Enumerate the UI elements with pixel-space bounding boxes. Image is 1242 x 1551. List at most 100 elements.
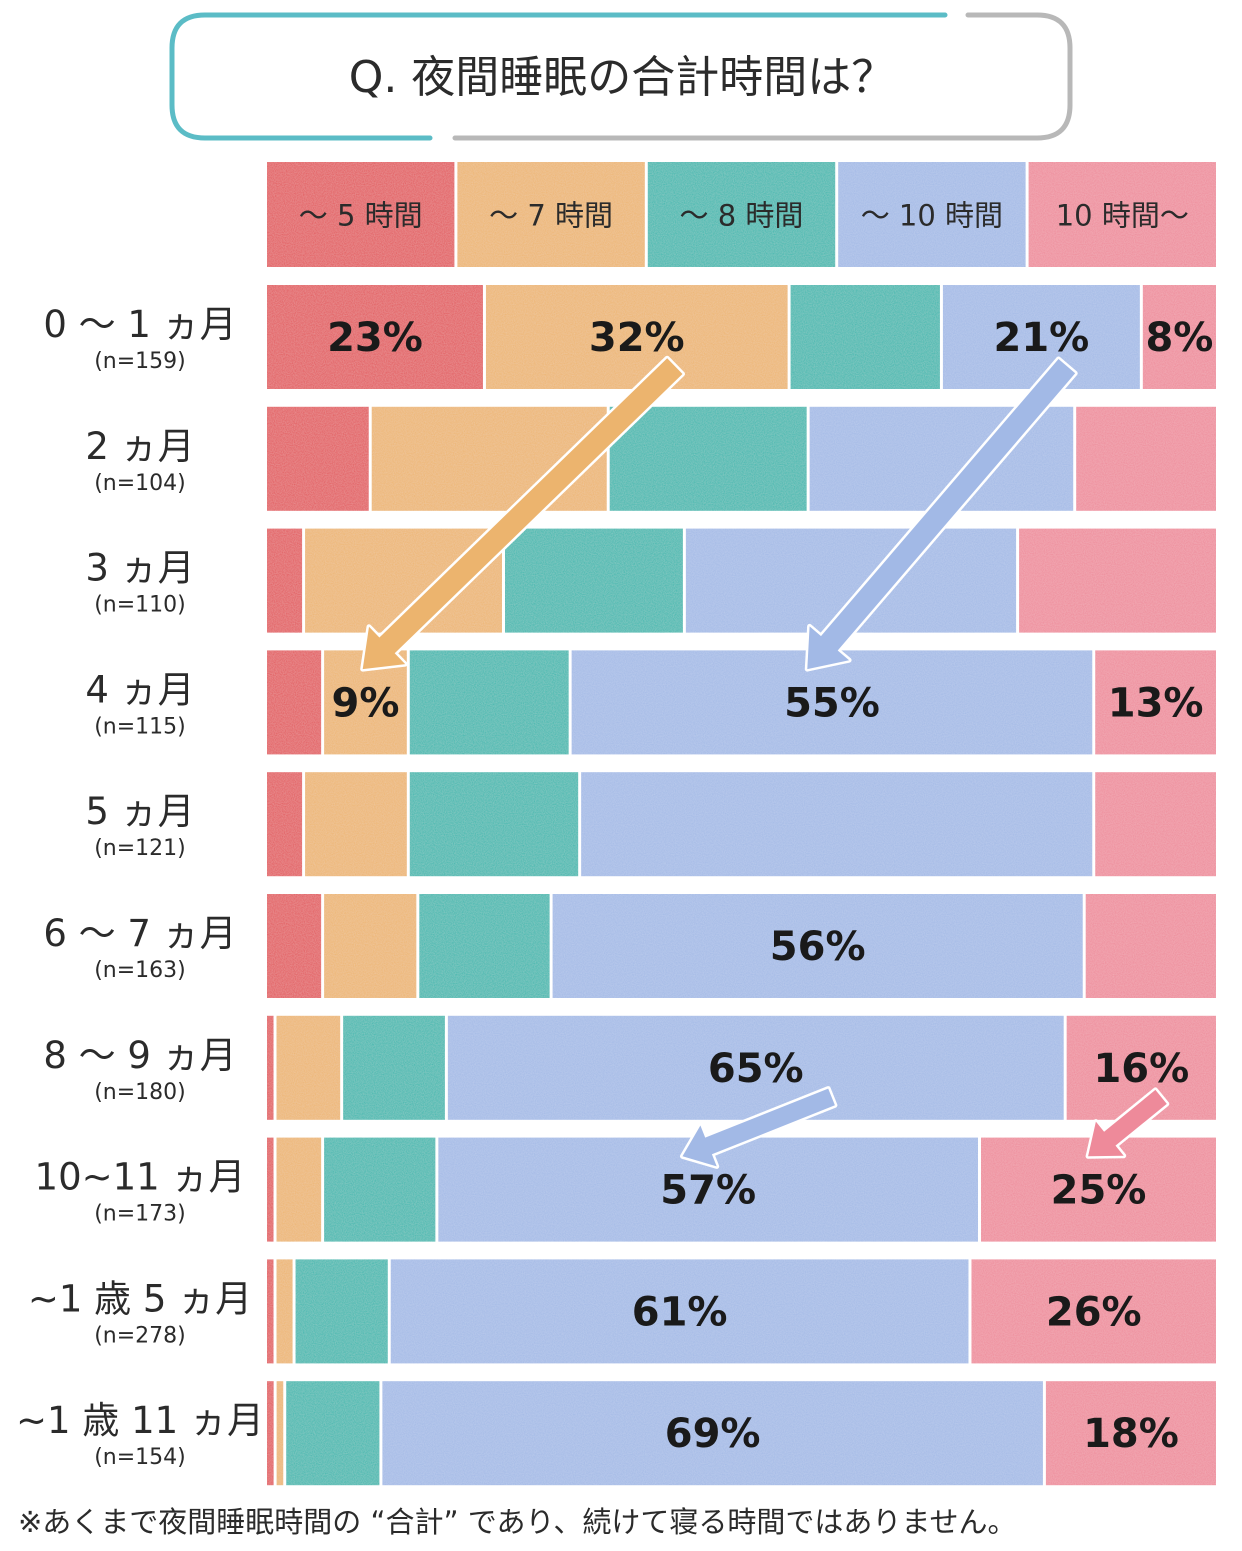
row-n-4: (n=115)	[94, 714, 186, 739]
legend-label-2: ～ 7 時間	[489, 199, 613, 233]
bar-r5-s2	[305, 772, 407, 877]
bar-r4-s1	[267, 650, 322, 755]
bar-r9-s3	[295, 1259, 388, 1364]
row-label-10: ~1 歳 11 ヵ月	[16, 1399, 264, 1442]
bar-r6-s4	[552, 894, 1083, 998]
data-label-16: 18%	[1083, 1411, 1179, 1457]
legend-swatch-4	[838, 162, 1026, 267]
bar-r1-s1	[267, 285, 483, 389]
bar-r10-s1	[267, 1381, 274, 1486]
footnote: ※あくまで夜間睡眠時間の “合計” であり、続けて寝る時間ではありません。	[18, 1505, 1016, 1539]
data-label-12: 25%	[1051, 1168, 1147, 1214]
bar-r8-s2	[276, 1137, 322, 1242]
chart-title: Q. 夜間睡眠の合計時間は？	[349, 52, 896, 103]
bar-r1-s5	[1142, 285, 1216, 389]
data-label-13: 61%	[632, 1289, 728, 1335]
data-label-10: 16%	[1093, 1046, 1189, 1092]
bar-r5-s5	[1095, 772, 1216, 877]
legend-swatch-2	[457, 162, 645, 267]
data-label-9: 65%	[708, 1046, 804, 1092]
row-n-9: (n=278)	[94, 1323, 186, 1348]
row-label-9: ~1 歳 5 ヵ月	[28, 1277, 252, 1320]
row-label-4: 4 ヵ月	[85, 668, 194, 711]
bar-r4-s5	[1095, 650, 1216, 755]
data-label-6: 55%	[784, 680, 880, 726]
data-label-3: 21%	[994, 315, 1090, 361]
legend-label-5: 10 時間～	[1056, 199, 1189, 233]
bar-r10-s5	[1045, 1381, 1216, 1486]
legend-label-1: ～ 5 時間	[299, 199, 423, 233]
bar-r7-s2	[276, 1015, 341, 1120]
row-label-5: 5 ヵ月	[85, 790, 194, 833]
trend-arrows	[360, 355, 1170, 1169]
bar-rows: 0 ～ 1 ヵ月 (n=159) 2 ヵ月 (n=104) 3 ヵ月 (n=110) 4 ヵ…	[16, 285, 1216, 1486]
data-label-11: 57%	[660, 1168, 756, 1214]
row-label-6: 6 ～ 7 ヵ月	[43, 912, 236, 955]
bar-r3-s3	[505, 528, 683, 633]
legend: ～ 5 時間 ～ 7 時間 ～ 8 時間 ～ 10 時間 10 時間～	[267, 162, 1216, 267]
bar-r5-s1	[267, 772, 303, 877]
row-label-2: 2 ヵ月	[85, 425, 194, 468]
bar-r9-s5	[971, 1259, 1216, 1364]
data-label-4: 8%	[1145, 315, 1213, 361]
data-label-8: 56%	[770, 924, 866, 970]
row-n-6: (n=163)	[94, 958, 186, 983]
bar-r3-s1	[267, 528, 303, 633]
trend-arrow-4	[1085, 1087, 1170, 1159]
title-frame: Q. 夜間睡眠の合計時間は？	[169, 12, 1073, 141]
bar-r5-s3	[409, 772, 579, 877]
row-label-7: 8 ～ 9 ヵ月	[43, 1034, 236, 1077]
legend-swatch-3	[647, 162, 836, 267]
bar-r6-s5	[1085, 894, 1216, 998]
row-n-1: (n=159)	[94, 349, 186, 374]
row-n-3: (n=110)	[94, 593, 186, 618]
data-label-14: 26%	[1046, 1289, 1142, 1335]
row-label-8: 10~11 ヵ月	[35, 1156, 246, 1199]
legend-swatch-5	[1028, 162, 1216, 267]
bar-r1-s4	[942, 285, 1140, 389]
bar-r4-s4	[571, 650, 1093, 755]
bar-r6-s1	[267, 894, 322, 998]
legend-label-4: ～ 10 時間	[861, 199, 1003, 233]
bar-r7-s1	[267, 1015, 274, 1120]
bar-r1-s3	[790, 285, 940, 389]
legend-label-3: ～ 8 時間	[680, 199, 804, 233]
bar-r10-s4	[382, 1381, 1043, 1486]
bar-r7-s3	[343, 1015, 445, 1120]
bar-r9-s1	[267, 1259, 274, 1364]
trend-arrow-3	[680, 1086, 838, 1169]
data-label-5: 9%	[331, 680, 399, 726]
data-label-2: 32%	[589, 315, 685, 361]
bar-r10-s3	[286, 1381, 380, 1486]
bar-r9-s2	[276, 1259, 293, 1364]
trend-arrow-2	[804, 356, 1078, 672]
legend-swatch-1	[267, 162, 455, 267]
bar-r9-s4	[390, 1259, 969, 1364]
data-label-15: 69%	[665, 1411, 761, 1457]
row-label-3: 3 ヵ月	[85, 547, 194, 590]
bar-r5-s4	[581, 772, 1093, 877]
row-label-1: 0 ～ 1 ヵ月	[43, 303, 236, 346]
bar-r4-s3	[409, 650, 569, 755]
row-n-7: (n=180)	[94, 1080, 186, 1105]
bar-r2-s3	[609, 406, 807, 511]
bar-r7-s4	[447, 1015, 1064, 1120]
bar-r2-s1	[267, 406, 369, 511]
data-labels: 23% 32% 21% 8% 9% 55% 13% 56% 65% 16% 57% 25% 61% 26%…	[327, 315, 1213, 1457]
bar-r6-s3	[419, 894, 550, 998]
bar-r2-s5	[1076, 406, 1216, 511]
trend-arrow-1	[360, 355, 685, 672]
data-label-7: 13%	[1108, 680, 1204, 726]
row-n-5: (n=121)	[94, 836, 186, 861]
bar-r8-s3	[324, 1137, 436, 1242]
bar-r8-s1	[267, 1137, 274, 1242]
row-n-10: (n=154)	[94, 1445, 186, 1470]
bar-r6-s2	[324, 894, 417, 998]
bar-r3-s5	[1019, 528, 1216, 633]
bar-r1-s2	[485, 285, 788, 389]
row-n-8: (n=173)	[94, 1202, 186, 1227]
bar-r10-s2	[276, 1381, 284, 1486]
row-n-2: (n=104)	[94, 471, 186, 496]
data-label-1: 23%	[327, 315, 423, 361]
